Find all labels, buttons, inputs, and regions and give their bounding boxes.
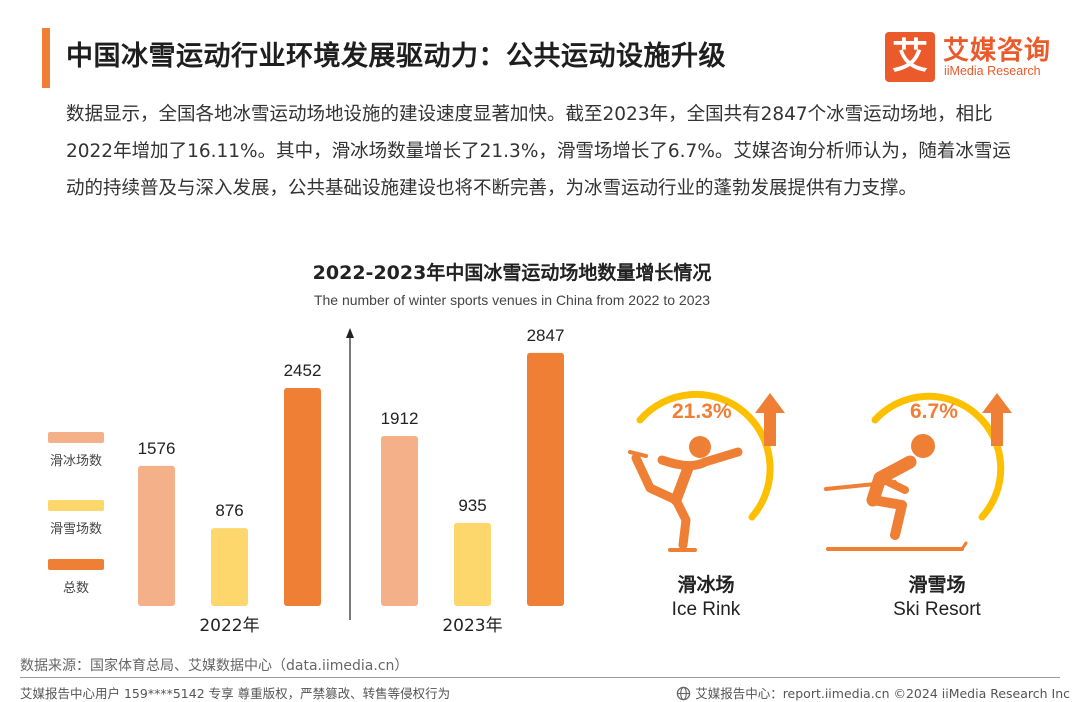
- bar-total-2022: [284, 388, 321, 606]
- legend-item-skiing: 滑雪场数: [46, 500, 106, 537]
- footer-copyright-notice: 艾媒报告中心用户 159****5142 专享 尊重版权，严禁篡改、转售等侵权行…: [20, 686, 451, 701]
- bar-total-2023: [527, 352, 564, 606]
- legend-swatch-skating: [48, 432, 104, 443]
- description-paragraph: 数据显示，全国各地冰雪运动场地设施的建设速度显著加快。截至2023年，全国共有2…: [66, 104, 1011, 199]
- legend-swatch-total: [48, 559, 104, 570]
- legend-item-skating: 滑冰场数: [46, 432, 106, 469]
- ice-rink-label-en: Ice Rink: [671, 599, 741, 620]
- data-source: 数据来源：国家体育总局、艾媒数据中心（data.iimedia.cn）: [20, 658, 409, 674]
- value-label-skating-2022: 1576: [138, 439, 176, 458]
- globe-icon: [676, 686, 691, 701]
- category-label-2022: 2022年: [199, 616, 259, 636]
- logo-text-cn: 艾媒咨询: [943, 36, 1052, 66]
- value-label-skiing-2023: 935: [458, 496, 486, 515]
- title-accent-bar: [42, 28, 50, 88]
- ski-resort-label-cn: 滑雪场: [908, 574, 966, 596]
- bar-skiing-2022: [211, 528, 248, 606]
- ice-rink-growth-percent: 21.3%: [672, 400, 732, 423]
- ski-resort-label: 滑雪场 Ski Resort: [857, 570, 1017, 621]
- footer-divider: [20, 677, 1060, 678]
- value-label-total-2023: 2847: [527, 326, 565, 345]
- legend-item-total: 总数: [46, 559, 106, 596]
- logo-mark: 艾: [885, 32, 935, 82]
- value-label-skating-2023: 1912: [381, 409, 419, 428]
- legend-label-total: 总数: [62, 581, 89, 596]
- footer-site-text: 艾媒报告中心：report.iimedia.cn ©2024 iiMedia R…: [695, 686, 1070, 701]
- chart-subtitle: The number of winter sports venues in Ch…: [313, 292, 711, 308]
- ice-rink-label-cn: 滑冰场: [677, 574, 735, 596]
- axis-arrow-icon: [346, 328, 354, 338]
- value-label-skiing-2022: 876: [215, 501, 243, 520]
- logo-text-en: iiMedia Research: [944, 64, 1041, 78]
- bar-skating-2023: [381, 436, 418, 606]
- legend-label-skiing: 滑雪场数: [49, 522, 102, 537]
- ski-resort-label-en: Ski Resort: [893, 599, 981, 620]
- category-label-2023: 2023年: [442, 616, 502, 636]
- legend-label-skating: 滑冰场数: [49, 454, 102, 469]
- page-title: 中国冰雪运动行业环境发展驱动力：公共运动设施升级: [66, 41, 726, 72]
- bar-skating-2022: [138, 465, 175, 606]
- chart-title: 2022-2023年中国冰雪运动场地数量增长情况: [312, 262, 712, 284]
- brand-logo: 艾 艾媒咨询 iiMedia Research: [885, 28, 1065, 86]
- footer-site: 艾媒报告中心：report.iimedia.cn ©2024 iiMedia R…: [676, 683, 1070, 702]
- value-label-total-2022: 2452: [284, 361, 322, 380]
- legend-swatch-skiing: [48, 500, 104, 511]
- ski-resort-growth-percent: 6.7%: [910, 400, 958, 423]
- bar-skiing-2023: [454, 522, 491, 606]
- ice-rink-label: 滑冰场 Ice Rink: [626, 570, 786, 621]
